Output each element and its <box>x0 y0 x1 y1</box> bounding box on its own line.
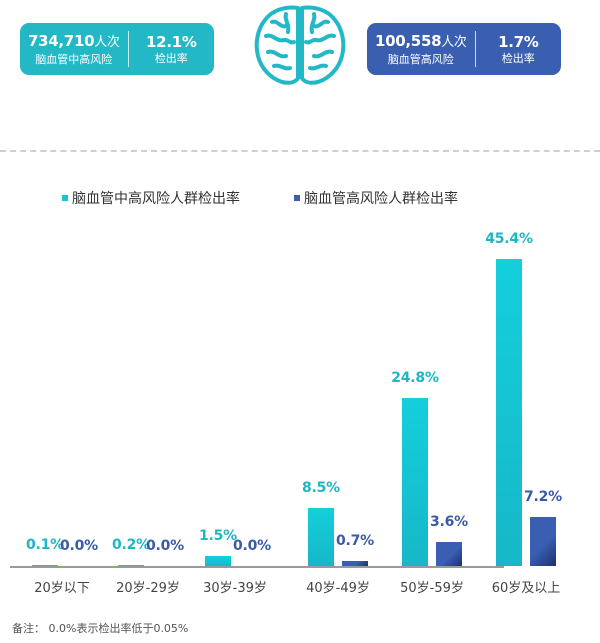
bar-blue <box>342 561 368 566</box>
stat-divider <box>474 31 476 67</box>
brain-icon <box>254 5 346 85</box>
bar-blue <box>436 541 462 566</box>
dashed-divider <box>0 150 600 152</box>
bar-teal <box>205 555 231 566</box>
bar-teal <box>308 508 334 566</box>
data-label: 0.0% <box>59 538 99 554</box>
stat-count: 734,710 <box>28 31 95 50</box>
bar-teal <box>496 258 522 566</box>
x-axis-tick-label: 30岁-39岁 <box>203 581 267 596</box>
x-axis-tick-label: 20岁以下 <box>34 581 90 596</box>
bar-teal <box>118 564 144 566</box>
data-label: 0.1% <box>25 536 65 553</box>
stat-card-high-risk: 100,558人次 脑血管高风险 1.7% 检出率 <box>367 23 561 75</box>
footnote: 备注： 0.0%表示检出率低于0.05% <box>12 622 189 635</box>
stat-rate: 1.7% <box>498 32 539 51</box>
stat-count-unit: 人次 <box>94 34 120 50</box>
stat-count-block: 100,558人次 脑血管高风险 <box>367 32 475 67</box>
stat-rate-label: 检出率 <box>501 51 535 65</box>
bar-blue <box>530 517 556 566</box>
data-label: 7.2% <box>523 489 563 506</box>
x-axis-tick-label: 20岁-29岁 <box>116 581 180 596</box>
stat-rate-block: 1.7% 检出率 <box>476 33 561 66</box>
bar-teal <box>402 398 428 566</box>
x-axis-line <box>10 566 504 568</box>
stat-rate-block: 12.1% 检出率 <box>129 33 214 66</box>
data-label: 0.0% <box>232 538 272 554</box>
legend-swatch-teal <box>62 195 68 201</box>
data-label: 0.7% <box>335 533 375 550</box>
stat-label: 脑血管中高风险 <box>35 52 113 66</box>
legend-label: 脑血管高风险人群检出率 <box>304 191 458 207</box>
legend-label: 脑血管中高风险人群检出率 <box>72 191 240 207</box>
stat-divider <box>127 31 129 67</box>
bar-teal <box>32 564 58 566</box>
stat-rate-label: 检出率 <box>154 51 188 65</box>
data-label: 45.4% <box>485 230 533 247</box>
stat-count: 100,558 <box>375 31 442 50</box>
x-axis-tick-label: 60岁及以上 <box>491 581 561 596</box>
data-label: 24.8% <box>391 370 439 387</box>
stat-card-mid-high-risk: 734,710人次 脑血管中高风险 12.1% 检出率 <box>20 23 214 75</box>
legend-item-mid-high-risk: 脑血管中高风险人群检出率 <box>62 188 240 208</box>
data-label: 3.6% <box>429 513 469 530</box>
data-label: 0.0% <box>145 538 185 554</box>
legend-item-high-risk: 脑血管高风险人群检出率 <box>294 188 458 208</box>
stat-count-block: 734,710人次 脑血管中高风险 <box>20 32 128 67</box>
data-label: 1.5% <box>198 527 238 544</box>
stat-count-unit: 人次 <box>441 34 467 50</box>
legend-swatch-blue <box>294 195 300 201</box>
data-label: 0.2% <box>111 536 151 553</box>
stat-rate: 12.1% <box>146 32 197 51</box>
x-axis-tick-label: 50岁-59岁 <box>400 581 464 596</box>
x-axis-tick-label: 40岁-49岁 <box>306 581 370 596</box>
stat-label: 脑血管高风险 <box>387 52 454 66</box>
data-label: 8.5% <box>301 480 341 497</box>
